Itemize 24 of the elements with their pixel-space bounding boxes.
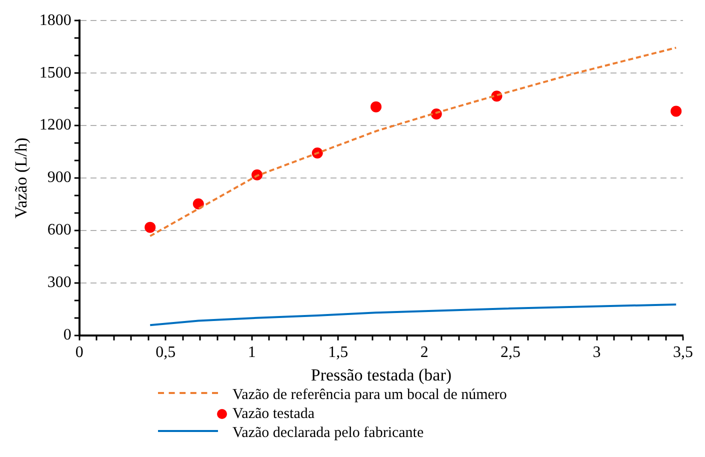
y-tick-label: 900 (47, 169, 72, 186)
point (144, 222, 156, 233)
x-tick-label: 3,5 (673, 344, 693, 362)
x-tick-label: 0 (75, 344, 84, 362)
y-tick-label: 1800 (39, 12, 72, 29)
legend-label: Vazão de referência para um bocal de número (232, 386, 507, 405)
y-tick-label: 300 (47, 274, 72, 292)
x-tick-label: 3 (592, 344, 601, 362)
point (370, 101, 382, 112)
y-tick-label: 600 (47, 222, 72, 239)
x-axis-title: Pressão testada (bar) (310, 365, 452, 384)
legend-label: Vazão declarada pelo fabricante (232, 424, 424, 443)
x-tick-label: 0,5 (156, 344, 176, 362)
y-axis-title: Vazão (L/h) (12, 138, 31, 218)
y-tick-label: 1500 (39, 64, 72, 82)
point (670, 106, 682, 117)
x-tick-label: 2 (420, 344, 428, 362)
y-tick-label: 1200 (39, 116, 72, 134)
y-tick-label: 0 (63, 326, 72, 344)
x-tick-label: 1 (248, 344, 256, 362)
x-tick-label: 2,5 (500, 344, 521, 362)
x-tick-label: 1,5 (328, 344, 348, 362)
line-series (149, 46, 678, 238)
legend-label: Vazão testada (232, 405, 315, 424)
